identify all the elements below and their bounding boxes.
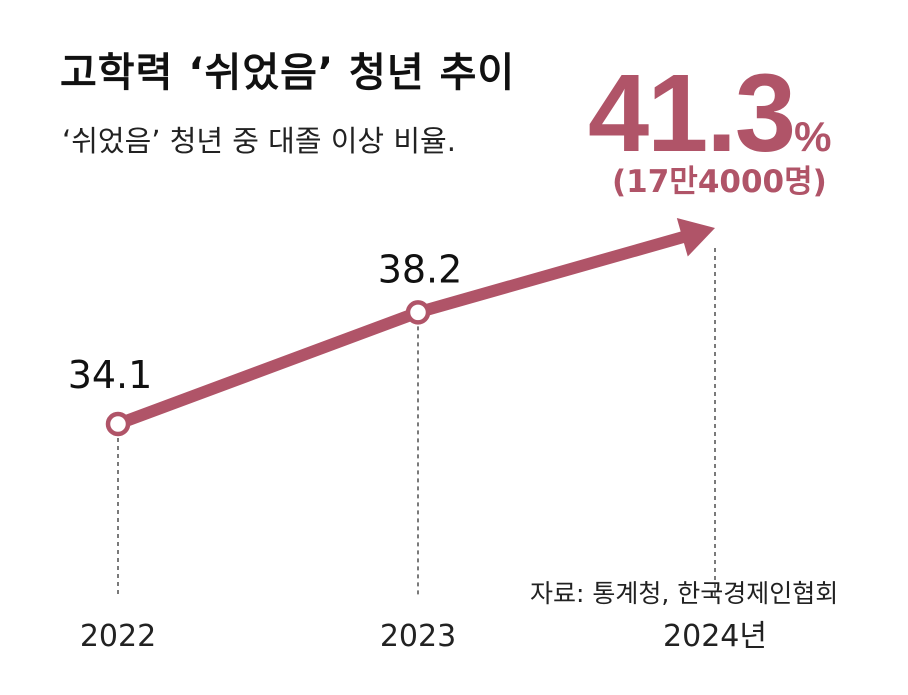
source-note: 자료: 통계청, 한국경제인협회 — [530, 579, 839, 608]
data-point-2023 — [405, 300, 431, 325]
data-arrow-2024년 — [676, 218, 715, 257]
highlight-note: (17만4000명) — [612, 164, 827, 200]
line-segment-2023 — [412, 230, 691, 319]
x-tick-label-2023: 2023 — [380, 619, 456, 654]
highlight-value: 41.3% — [588, 50, 831, 177]
x-tick-label-2024년: 2024년 — [663, 619, 767, 654]
highlight-unit: % — [794, 113, 832, 160]
chart-title: 고학력 ‘쉬었음’ 청년 추이 — [60, 50, 516, 96]
highlight-number: 41.3 — [588, 52, 796, 175]
line-segment-2022 — [112, 306, 424, 430]
x-tick-label-2022: 2022 — [80, 619, 156, 654]
data-point-2022 — [105, 411, 131, 437]
data-label-2023: 38.2 — [378, 247, 463, 291]
data-label-2022: 34.1 — [68, 353, 153, 397]
chart-subtitle: ‘쉬었음’ 청년 중 대졸 이상 비율. — [62, 124, 456, 158]
